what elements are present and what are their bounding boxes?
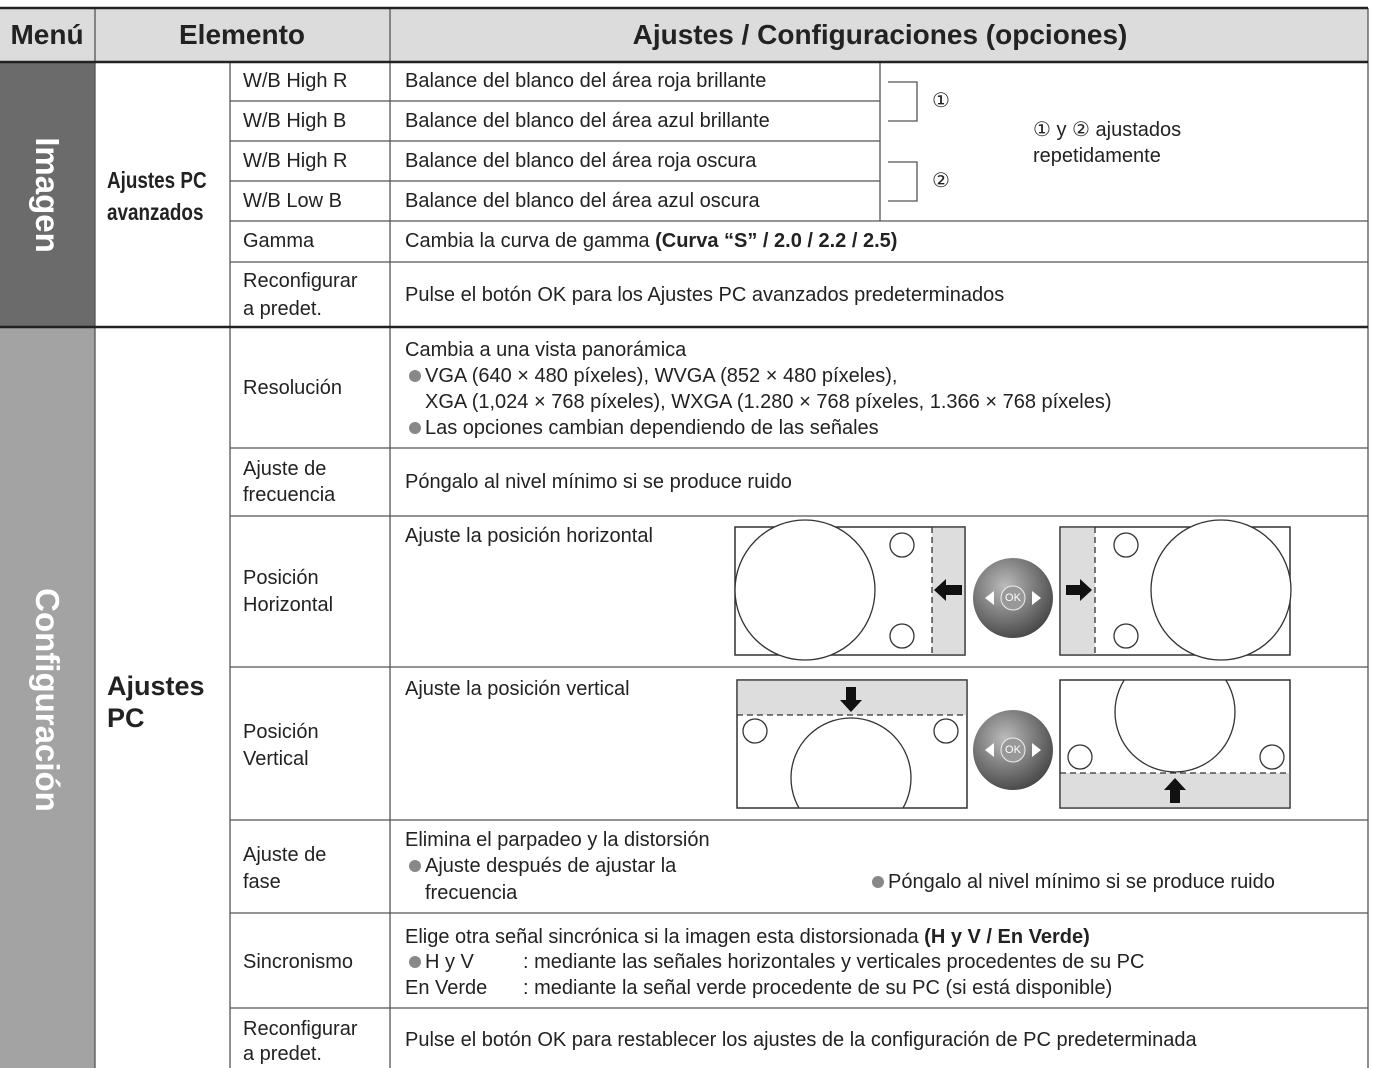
setting-text: Cambia la curva de gamma (Curva “S” / 2.… bbox=[405, 229, 897, 253]
cell-text: : mediante la señal verde procedente de … bbox=[523, 977, 1113, 999]
item-label: W/B Low B bbox=[243, 190, 342, 212]
setting-text: Pulse el botón OK para los Ajustes PC av… bbox=[405, 284, 1005, 306]
item-label: Vertical bbox=[243, 748, 309, 770]
item-label: a predet. bbox=[243, 1043, 322, 1065]
group-label: PC bbox=[107, 703, 145, 733]
item-label: Reconfigurar bbox=[243, 1018, 358, 1040]
setting-bold: (Curva “S” / 2.0 / 2.2 / 2.5) bbox=[655, 230, 898, 252]
setting-text: Balance del blanco del área azul brillan… bbox=[405, 110, 770, 132]
group-label: Ajustes PC bbox=[107, 167, 207, 193]
item-label: Posición bbox=[243, 721, 319, 743]
cell-text: H y V bbox=[425, 951, 474, 973]
group-label: Ajustes bbox=[107, 671, 205, 701]
marker: ② bbox=[932, 170, 950, 192]
item-label: Ajuste de bbox=[243, 458, 327, 480]
cell-text: Ajuste la posición horizontal bbox=[405, 525, 653, 547]
header-cell: Menú bbox=[10, 19, 84, 50]
cell-text: Pulse el botón OK para restablecer los a… bbox=[405, 1029, 1197, 1051]
item-label: Resolución bbox=[243, 377, 342, 399]
setting-text: Balance del blanco del área azul oscura bbox=[405, 190, 760, 212]
item-label: W/B High R bbox=[243, 70, 348, 92]
header-cell: Ajustes / Configuraciones (opciones) bbox=[632, 19, 1128, 50]
cell-text: Cambia a una vista panorámica bbox=[405, 339, 687, 361]
note: repetidamente bbox=[1033, 145, 1161, 167]
setting-text: Balance del blanco del área roja oscura bbox=[405, 150, 757, 172]
cell-text: frecuencia bbox=[425, 882, 518, 904]
group-label: avanzados bbox=[107, 199, 204, 225]
cell-text: : mediante las señales horizontales y ve… bbox=[523, 951, 1145, 973]
menu-label: Imagen bbox=[29, 137, 66, 253]
item-label: Posición bbox=[243, 567, 319, 589]
item-label: a predet. bbox=[243, 298, 322, 320]
item-label: W/B High R bbox=[243, 150, 348, 172]
item-label: Horizontal bbox=[243, 594, 334, 616]
cell-text: Las opciones cambian dependiendo de las … bbox=[425, 417, 879, 439]
cell-text: XGA (1,024 × 768 píxeles), WXGA (1.280 ×… bbox=[425, 391, 1112, 413]
button-label: OK bbox=[1005, 744, 1021, 756]
cell-text: VGA (640 × 480 píxeles), WVGA (852 × 480… bbox=[425, 365, 898, 387]
item-label: W/B High B bbox=[243, 110, 347, 132]
cell-text: Elimina el parpadeo y la distorsión bbox=[405, 829, 710, 851]
menu-label: Configuración bbox=[29, 588, 66, 812]
item-label: Reconfigurar bbox=[243, 270, 358, 292]
header-cell: Elemento bbox=[178, 19, 306, 50]
cell-text: Elige otra señal sincrónica si la imagen… bbox=[405, 925, 1090, 949]
cell-text: Póngalo al nivel mínimo si se produce ru… bbox=[888, 871, 1275, 893]
cell-text: En Verde bbox=[405, 977, 488, 999]
cell-text: Ajuste después de ajustar la bbox=[425, 855, 677, 877]
item-label: Ajuste de bbox=[243, 844, 327, 866]
setting-text: Elige otra señal sincrónica si la imagen… bbox=[405, 926, 925, 948]
item-label: fase bbox=[243, 871, 281, 893]
setting-text: Balance del blanco del área roja brillan… bbox=[405, 70, 767, 92]
cell-text: Póngalo al nivel mínimo si se produce ru… bbox=[405, 471, 792, 493]
setting-text: (H y V / En Verde) bbox=[924, 926, 1090, 948]
cell-text: Ajuste la posición vertical bbox=[405, 678, 630, 700]
setting-text: Cambia la curva de gamma bbox=[405, 230, 656, 252]
note: ① y ② ajustados bbox=[1033, 119, 1182, 141]
item-label: Sincronismo bbox=[243, 951, 354, 973]
marker: ① bbox=[932, 90, 950, 112]
item-label: Gamma bbox=[243, 230, 315, 252]
item-label: frecuencia bbox=[243, 484, 336, 506]
button-label: OK bbox=[1005, 592, 1021, 604]
